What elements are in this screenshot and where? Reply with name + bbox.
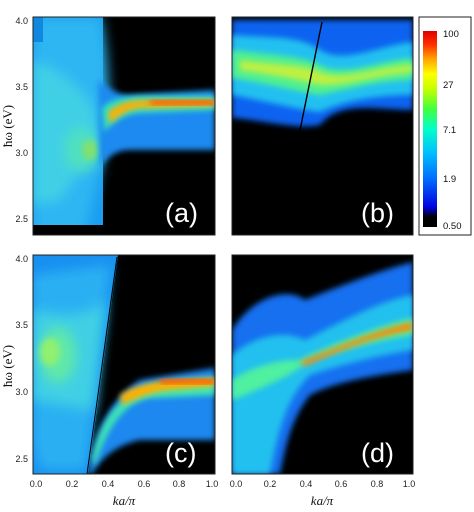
y-tick-top-4.0: 4.0 (15, 16, 28, 26)
x-tick-right-0.6: 0.6 (335, 479, 348, 489)
panel-a-frame (32, 16, 216, 236)
y-axis-label-bottom: ħω (eV) (0, 345, 15, 387)
colorbar-tick-7.1: 7.1 (443, 125, 456, 136)
colorbar-tick-0.50: 0.50 (443, 221, 462, 232)
x-tick-left-0.6: 0.6 (138, 479, 151, 489)
panel-b-heatmap (232, 20, 413, 146)
y-tick-top-3.5: 3.5 (15, 82, 28, 92)
y-axis-bottom: 4.0 3.5 3.0 2.5 (15, 254, 28, 464)
panel-label-b: (b) (361, 198, 394, 228)
panel-b-frame (231, 16, 414, 236)
panel-c-light-line (86, 256, 118, 474)
colorbar-tick-27: 27 (443, 80, 454, 91)
x-tick-left-0.0: 0.0 (30, 479, 43, 489)
panel-a (32, 16, 216, 236)
y-axis-top: 4.0 3.5 3.0 2.5 (15, 16, 28, 224)
colorbar-tick-1.9: 1.9 (443, 174, 456, 185)
x-tick-right-1.0: 1.0 (403, 479, 416, 489)
x-tick-left-0.4: 0.4 (102, 479, 115, 489)
panel-c-heatmap (33, 255, 215, 474)
x-tick-left-1.0: 1.0 (206, 479, 219, 489)
panel-d-frame (231, 254, 414, 475)
colorbar-tick-100: 100 (443, 29, 459, 40)
panel-c (32, 254, 216, 475)
panel-b (231, 16, 414, 236)
panel-d-heatmap (232, 262, 413, 474)
panel-label-c: (c) (165, 438, 196, 468)
colorbar: 100 27 7.1 1.9 0.50 (418, 16, 472, 236)
x-axis-label-left: ka/π (113, 493, 136, 508)
x-tick-left-0.2: 0.2 (66, 479, 79, 489)
panel-c-frame (32, 254, 216, 475)
x-axis-label-right: ka/π (311, 493, 334, 508)
x-axis-left: 0.0 0.2 0.4 0.6 0.8 1.0 (30, 479, 219, 489)
panel-d (231, 254, 414, 475)
x-tick-right-0.2: 0.2 (264, 479, 277, 489)
y-tick-bottom-3.0: 3.0 (15, 387, 28, 397)
y-tick-bottom-4.0: 4.0 (15, 254, 28, 264)
y-axis-label-top: ħω (eV) (0, 105, 15, 147)
panel-b-light-line (296, 21, 323, 146)
colorbar-gradient (423, 31, 437, 227)
y-tick-top-2.5: 2.5 (15, 214, 28, 224)
y-tick-bottom-2.5: 2.5 (15, 454, 28, 464)
panel-label-a: (a) (165, 198, 198, 228)
x-tick-right-0.4: 0.4 (300, 479, 313, 489)
x-axis-right: 0.0 0.2 0.4 0.6 0.8 1.0 (230, 479, 416, 489)
x-tick-right-0.8: 0.8 (371, 479, 384, 489)
y-tick-bottom-3.5: 3.5 (15, 320, 28, 330)
x-tick-left-0.8: 0.8 (173, 479, 186, 489)
panel-a-heatmap (33, 17, 215, 235)
y-tick-top-3.0: 3.0 (15, 148, 28, 158)
panel-label-d: (d) (361, 438, 394, 468)
x-tick-right-0.0: 0.0 (230, 479, 243, 489)
